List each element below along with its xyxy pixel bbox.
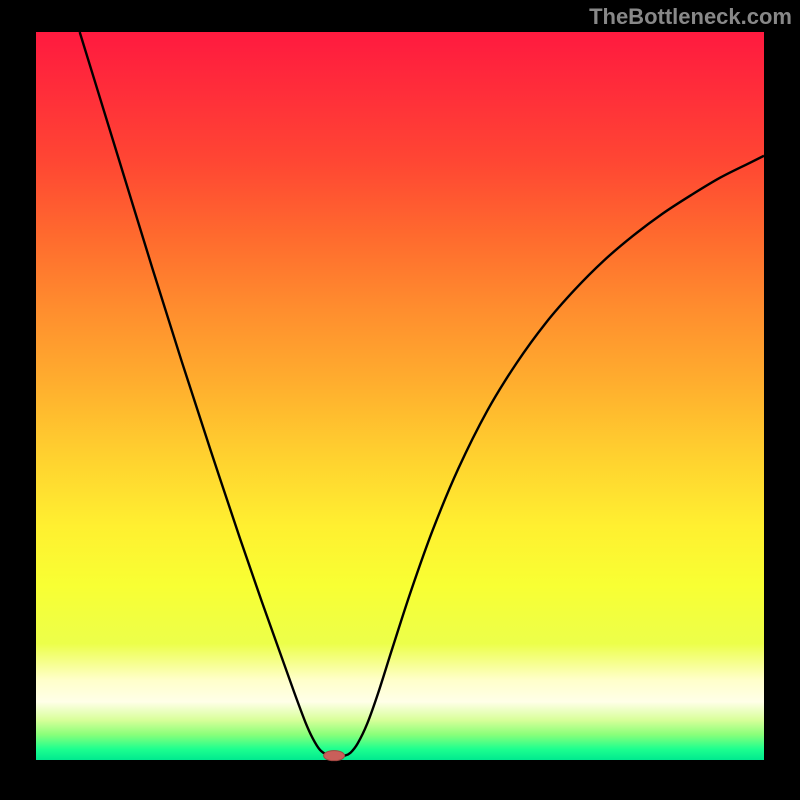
watermark-text: TheBottleneck.com (589, 4, 792, 30)
chart-curve (36, 32, 764, 760)
chart-plot-area (36, 32, 764, 760)
optimal-point-marker (324, 750, 346, 762)
bottleneck-curve-path (80, 32, 764, 756)
